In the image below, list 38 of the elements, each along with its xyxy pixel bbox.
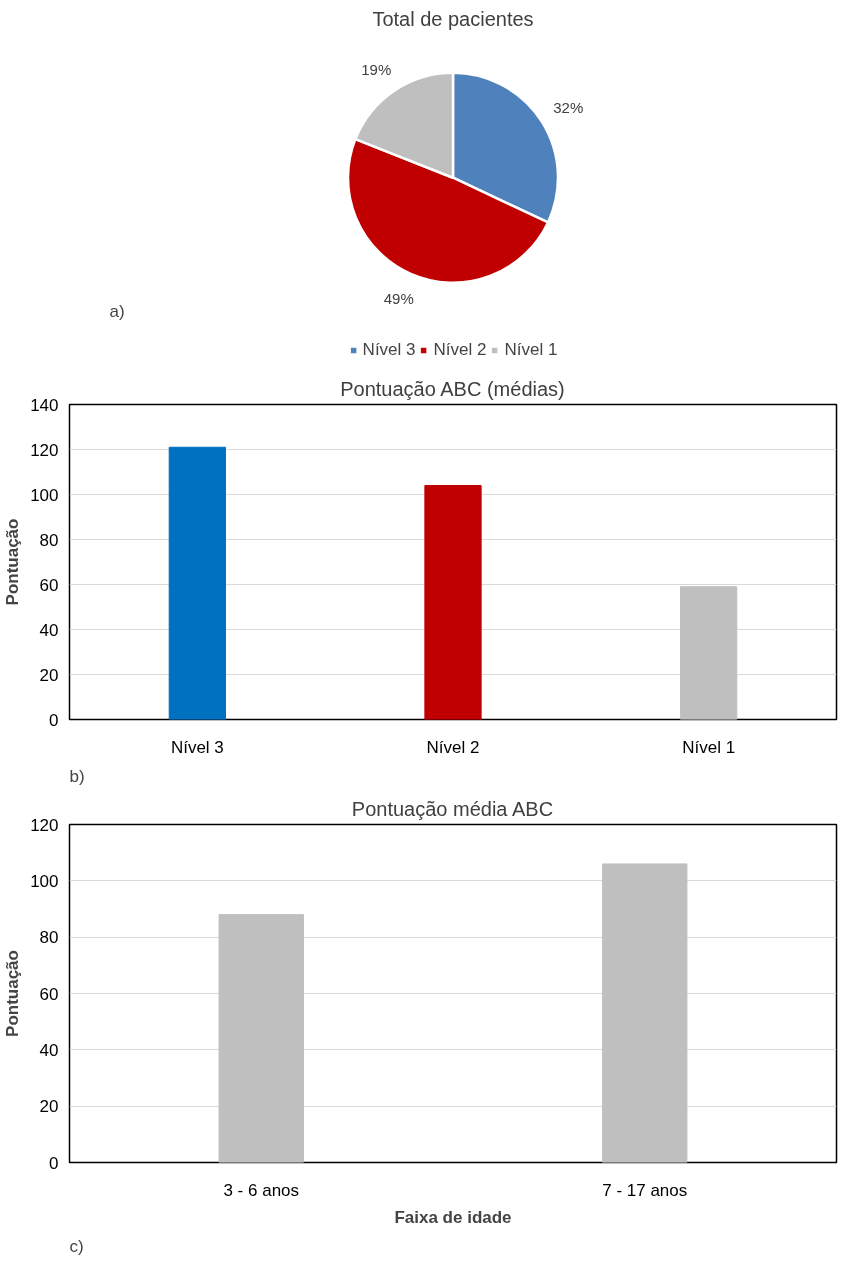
text: a) [109, 301, 125, 321]
x-tick-label: 3 - 6 anos [223, 1180, 300, 1200]
data-label: 49% [383, 289, 414, 307]
y-tick-label: 140 [30, 395, 59, 415]
y-tick-label: 100 [30, 485, 59, 505]
y-tick-label: 120 [30, 815, 59, 835]
data-label: 19% [361, 60, 392, 78]
bar [168, 446, 226, 720]
y-tick-label: 0 [49, 710, 59, 730]
bar [680, 586, 738, 720]
legend-label: Nível 1 [504, 340, 558, 360]
y-tick-label: 60 [39, 575, 59, 595]
x-tick-label: Nível 2 [426, 737, 480, 757]
text: c) [69, 1236, 84, 1256]
data-label: 32% [553, 98, 584, 116]
y-tick-label: 0 [49, 1153, 59, 1173]
y-tick-label: 40 [39, 1040, 59, 1060]
y-tick-label: 20 [39, 1097, 59, 1117]
y-tick-label: 120 [30, 440, 59, 460]
text: b) [69, 766, 85, 786]
y-tick-label: 100 [30, 871, 59, 891]
x-axis-title: Faixa de idade [394, 1207, 512, 1227]
y-axis-title: Pontuação [3, 950, 23, 1037]
chart-title: Pontuação ABC (médias) [340, 377, 565, 400]
y-tick-label: 80 [39, 530, 59, 550]
chart-title: Pontuação média ABC [351, 797, 554, 820]
x-tick-label: Nível 3 [170, 737, 224, 757]
chart-title: Total de pacientes [372, 7, 534, 30]
x-tick-label: Nível 1 [682, 737, 736, 757]
x-tick-label: 7 - 17 anos [602, 1180, 688, 1200]
y-tick-label: 60 [39, 984, 59, 1004]
y-tick-label: 20 [39, 665, 59, 685]
y-tick-label: 40 [39, 620, 59, 640]
y-tick-label: 80 [39, 928, 59, 948]
bar [424, 485, 482, 720]
y-axis-title: Pontuação [3, 518, 23, 606]
legend-label: Nível 3 [362, 340, 416, 360]
legend-label: Nível 2 [433, 340, 487, 360]
